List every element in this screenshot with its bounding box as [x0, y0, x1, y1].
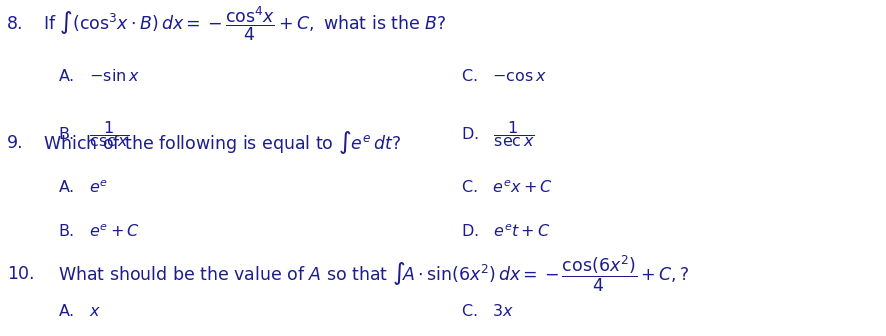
Text: C.   $e^e x + C$: C. $e^e x + C$ — [461, 180, 552, 197]
Text: 10.: 10. — [7, 265, 35, 283]
Text: 9.: 9. — [7, 134, 24, 152]
Text: If $\int(\cos^3\!x \cdot B)\,dx = -\dfrac{\cos^4\!x}{4} + C,$ what is the $B?$: If $\int(\cos^3\!x \cdot B)\,dx = -\dfra… — [43, 4, 446, 43]
Text: Which of the following is equal to $\int e^e\,dt$?: Which of the following is equal to $\int… — [43, 129, 400, 156]
Text: D.   $\dfrac{1}{\sec x}$: D. $\dfrac{1}{\sec x}$ — [461, 119, 534, 150]
Text: B.   $\dfrac{1}{\csc x}$: B. $\dfrac{1}{\csc x}$ — [58, 119, 129, 150]
Text: D.   $e^e t + C$: D. $e^e t + C$ — [461, 223, 550, 240]
Text: C.   $3x$: C. $3x$ — [461, 303, 514, 319]
Text: B.   $e^e + C$: B. $e^e + C$ — [58, 223, 140, 240]
Text: A.   $e^e$: A. $e^e$ — [58, 180, 108, 197]
Text: 8.: 8. — [7, 14, 24, 33]
Text: A.   $x$: A. $x$ — [58, 303, 100, 319]
Text: What should be the value of $A$ so that $\int\! A \cdot \sin(6x^2)\,dx = -\dfrac: What should be the value of $A$ so that … — [58, 254, 689, 294]
Text: A.   $-\sin x$: A. $-\sin x$ — [58, 68, 139, 84]
Text: C.   $-\cos x$: C. $-\cos x$ — [461, 68, 547, 84]
